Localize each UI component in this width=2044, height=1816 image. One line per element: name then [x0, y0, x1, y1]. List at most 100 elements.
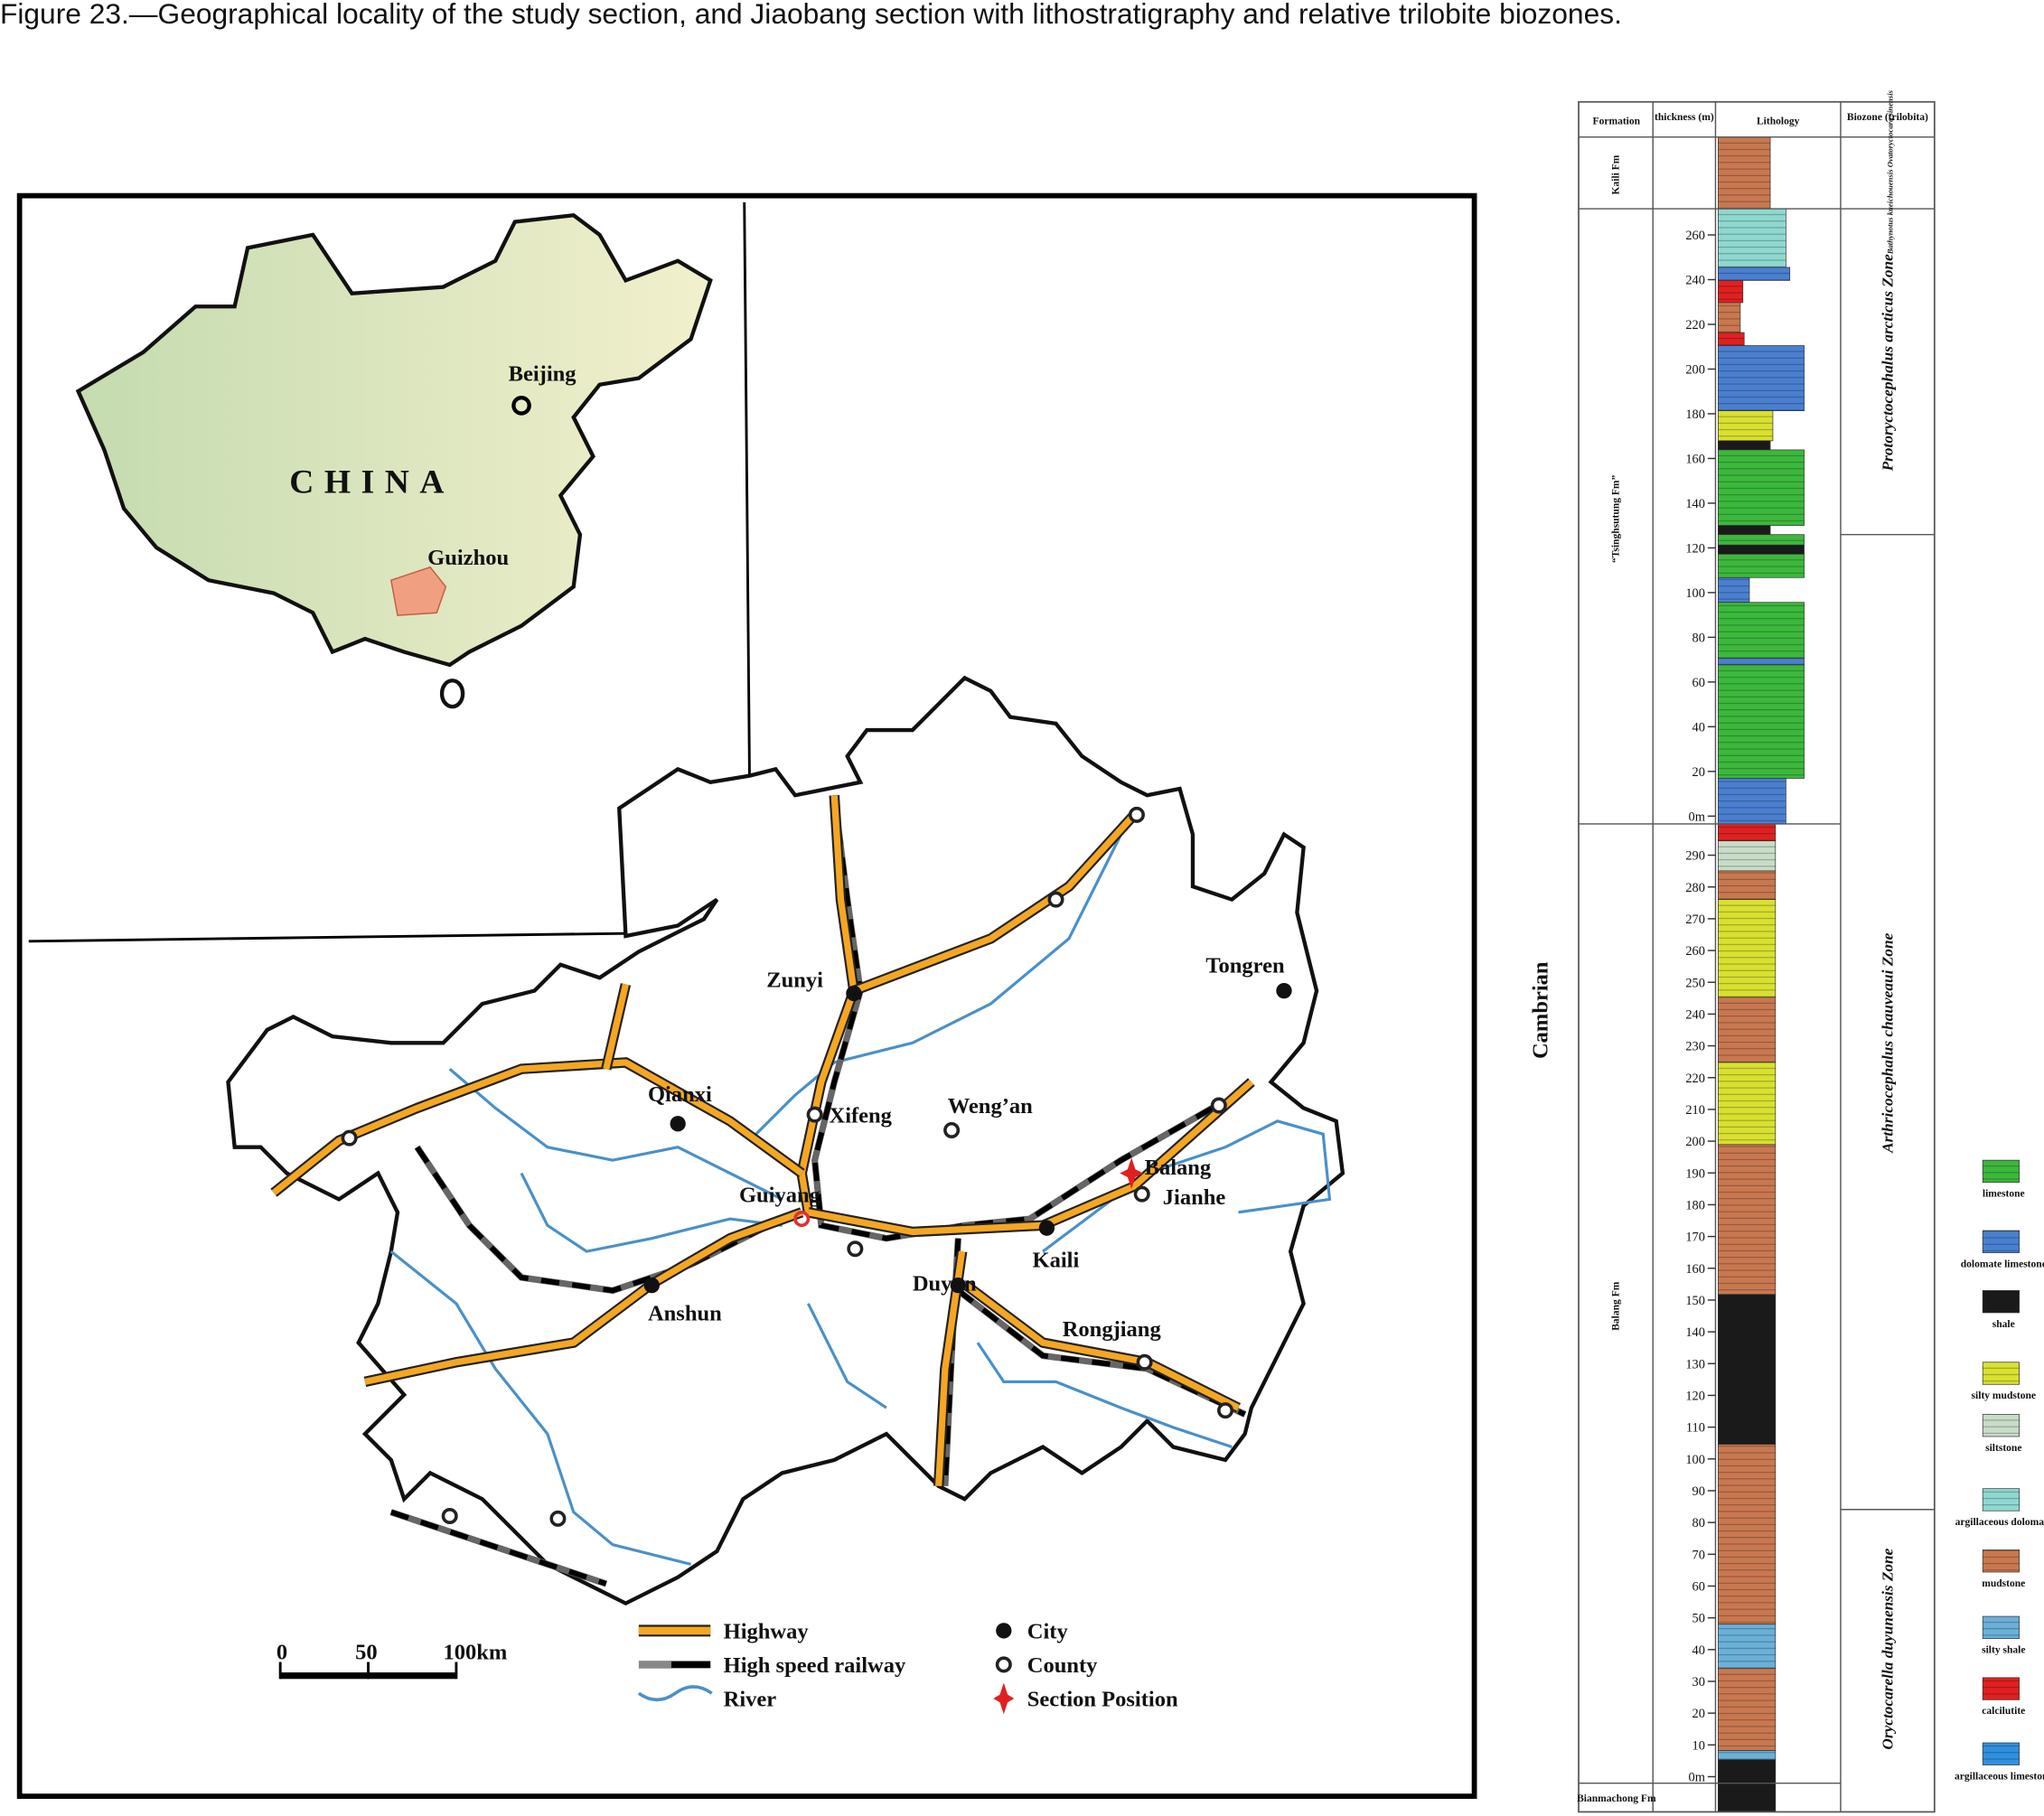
legend-key: [993, 1682, 1015, 1715]
legend-label: shale: [1992, 1319, 2015, 1330]
lithology-layer: [1717, 544, 1805, 555]
thickness-label: 260: [1685, 229, 1705, 243]
legend-pattern: [1983, 1414, 2020, 1437]
legend-label: County: [1027, 1653, 1098, 1678]
biozone-label: Arthricocephalus chauveaui Zone: [1880, 932, 1897, 1153]
legend-label: Section Position: [1027, 1688, 1178, 1712]
lithology-pattern: [1718, 823, 1776, 841]
thickness-label: 230: [1685, 1040, 1705, 1054]
legend-label: silty mudstone: [1972, 1390, 2036, 1401]
biozone-label: Oryctocarella duyunensis Zone: [1880, 1548, 1897, 1749]
thickness-label: 110: [1686, 1421, 1705, 1436]
river: [1042, 1119, 1332, 1253]
thickness-label: 220: [1685, 1072, 1705, 1086]
place-label: Rongjiang: [1063, 1317, 1162, 1342]
thickness-label: 10: [1692, 1738, 1705, 1753]
thickness-label: 270: [1685, 913, 1705, 927]
legend-pattern: [1983, 1362, 2020, 1385]
county-marker: [441, 1507, 458, 1524]
legend-label: calcilutite: [1982, 1706, 2025, 1717]
river: [448, 1067, 783, 1201]
thickness-label: 180: [1685, 1198, 1705, 1212]
country-label: CHINA: [289, 464, 455, 501]
legend-label: River: [724, 1688, 777, 1712]
scale-label: 50: [355, 1641, 378, 1665]
thickness-label: 200: [1685, 363, 1705, 378]
thickness-label: 40: [1692, 720, 1705, 735]
guizhou-inset: [389, 566, 447, 616]
routes: [270, 794, 1332, 1587]
legend-label: City: [1027, 1620, 1069, 1644]
county-marker: [549, 1510, 567, 1527]
legend-swatch: [1982, 1290, 2020, 1314]
lithology-pattern: [1718, 267, 1790, 281]
legend-pattern: [1983, 1160, 2020, 1183]
legend-label: argillaceous limestone: [1955, 1771, 2044, 1782]
river: [520, 1172, 783, 1253]
thickness-label: 240: [1685, 1007, 1705, 1022]
thickness-label: 180: [1685, 407, 1705, 422]
city-marker: [643, 1277, 660, 1294]
caption: Figure 23.—Geographical locality of the …: [0, 0, 1622, 30]
thickness-label: 240: [1685, 274, 1705, 288]
railway: [811, 794, 1214, 1241]
formation-label: Bianmachong Fm: [1577, 1793, 1656, 1804]
province-label: Guizhou: [427, 546, 509, 570]
county-marker: [1217, 1402, 1234, 1419]
column-header: Formation: [1593, 116, 1641, 126]
thickness-label: 170: [1685, 1231, 1705, 1245]
thickness-label: 100: [1685, 1453, 1705, 1467]
legend-pattern: [1983, 1616, 2020, 1639]
capital-marker: [793, 1211, 811, 1228]
lithology-pattern: [1718, 997, 1776, 1062]
lithology-pattern: [1718, 1444, 1776, 1624]
city-marker: [1038, 1220, 1055, 1236]
legend-key: [637, 1685, 713, 1702]
city-marker: [950, 1277, 966, 1294]
place-label: Qianxi: [648, 1082, 712, 1107]
lithology-pattern: [1718, 449, 1805, 526]
lithology-pattern: [1718, 280, 1743, 303]
place-label: Guiyang: [739, 1183, 821, 1207]
biozone-label: Protoryctocephalus arcticus Zone: [1880, 254, 1897, 473]
thickness-label: 150: [1685, 1294, 1705, 1308]
lithology-pattern: [1718, 1624, 1776, 1669]
lithology-pattern: [1718, 345, 1805, 411]
river: [806, 1303, 887, 1409]
city-marker: [670, 1116, 686, 1132]
divider: [28, 931, 626, 943]
lithology-pattern: [1718, 840, 1776, 871]
thickness-label: 0m: [1689, 810, 1705, 824]
railway: [389, 1509, 607, 1587]
scale-label: 0: [277, 1641, 287, 1665]
thickness-label: 50: [1692, 1612, 1705, 1626]
county-marker: [847, 1240, 864, 1258]
highway: [798, 989, 858, 1213]
thickness-label: 80: [1692, 631, 1705, 645]
lithology-pattern: [1718, 899, 1776, 997]
period-label: Cambrian: [1528, 961, 1552, 1059]
column-header: Biozone (trilobita): [1847, 112, 1928, 123]
county-marker: [1128, 806, 1145, 823]
county-marker: [943, 1121, 961, 1138]
lithology-pattern: [1718, 136, 1771, 210]
lithology-pattern: [1718, 778, 1786, 824]
city-marker: [846, 985, 862, 1002]
thickness-label: 60: [1692, 1580, 1705, 1595]
place-label: Duyun: [913, 1271, 977, 1296]
thickness-label: 190: [1685, 1166, 1705, 1181]
lithology-pattern: [1718, 1144, 1776, 1295]
lithology-pattern: [1718, 1750, 1776, 1760]
river: [389, 1250, 691, 1566]
lithology-pattern: [1718, 534, 1805, 546]
thickness-label: 70: [1692, 1548, 1705, 1562]
river: [755, 807, 1142, 1136]
lithology-layer: [1717, 1759, 1777, 1812]
lithology-pattern: [1718, 870, 1776, 900]
highway: [603, 983, 629, 1070]
formation-label: Kaili Fm: [1611, 154, 1622, 194]
lithology-pattern: [1718, 209, 1786, 267]
highway: [852, 812, 1137, 994]
